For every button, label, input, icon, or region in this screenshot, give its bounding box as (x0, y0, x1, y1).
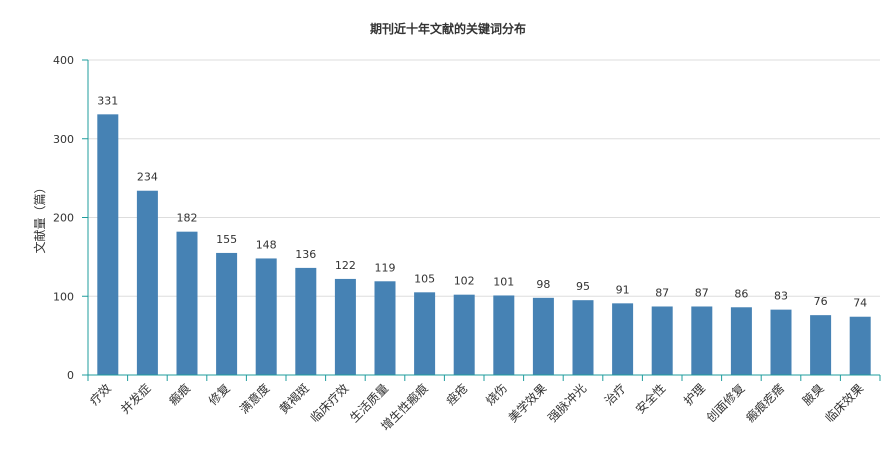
data-label: 83 (774, 290, 788, 303)
bars (97, 114, 871, 376)
bar (651, 306, 673, 375)
bar (730, 307, 752, 375)
y-tick-label: 200 (53, 212, 74, 225)
bar (453, 294, 475, 375)
data-label: 119 (375, 261, 396, 274)
data-label: 95 (576, 280, 590, 293)
x-tick-label: 瘢痕 (166, 381, 194, 409)
y-axis-label: 文献量（篇） (32, 181, 47, 253)
gridlines (88, 59, 880, 297)
data-label: 87 (695, 286, 709, 299)
data-label: 122 (335, 259, 356, 272)
y-tick-label: 100 (53, 290, 74, 303)
x-tick-label: 瘢痕疙瘩 (743, 381, 788, 426)
data-label: 234 (137, 171, 158, 184)
x-tick-label: 护理 (681, 381, 708, 408)
bar (374, 281, 396, 375)
y-tick-label: 300 (53, 133, 74, 146)
data-label: 102 (454, 275, 475, 288)
x-tick-label: 满意度 (236, 381, 272, 417)
x-tick-label: 创面修复 (703, 381, 748, 426)
bar (216, 252, 238, 375)
x-tick-label: 安全性 (632, 381, 668, 417)
bar (849, 316, 871, 375)
bar (493, 295, 515, 375)
data-label: 331 (97, 94, 118, 107)
x-tick-label: 黄褐斑 (276, 381, 312, 417)
y-tick-label: 0 (67, 369, 74, 382)
bar (612, 303, 634, 375)
x-tick-label: 修复 (205, 381, 233, 409)
bar (572, 300, 594, 375)
data-label: 101 (493, 275, 514, 288)
bar (770, 309, 792, 375)
x-tick-label: 临床效果 (822, 381, 867, 426)
x-tick-label: 腋臭 (799, 381, 827, 409)
bar (176, 231, 198, 375)
x-tick-label: 痤疮 (443, 381, 471, 409)
bar (414, 292, 436, 375)
x-tick-label: 疗效 (86, 381, 114, 409)
data-label: 74 (853, 297, 867, 310)
axes (82, 59, 881, 381)
data-label: 136 (295, 248, 316, 261)
data-label: 87 (655, 286, 669, 299)
x-tick-label: 美学效果 (505, 381, 550, 426)
data-label: 76 (814, 295, 828, 308)
x-tick-label: 烧伤 (483, 381, 510, 408)
x-tick-label: 治疗 (602, 381, 629, 408)
bar (691, 306, 713, 375)
data-label: 91 (616, 283, 630, 296)
chart-title: 期刊近十年文献的关键词分布 (370, 21, 526, 36)
bar (136, 190, 158, 375)
labels: 0 100 200 300 400 331 疗效 234 并发症 182 瘢痕 155 修复 148 满意度… (53, 54, 867, 434)
x-tick-label: 临床疗效 (307, 381, 352, 426)
data-label: 148 (256, 238, 277, 251)
data-label: 86 (734, 287, 748, 300)
data-label: 105 (414, 272, 435, 285)
x-tick-label: 并发症 (117, 381, 153, 417)
bar (334, 278, 356, 375)
bar (255, 258, 277, 375)
data-label: 182 (177, 212, 198, 225)
x-tick-label: 强脉冲光 (545, 381, 590, 426)
bar (532, 297, 554, 375)
y-tick-label: 400 (53, 54, 74, 67)
bar (810, 315, 832, 375)
bar (97, 114, 119, 376)
data-label: 98 (536, 278, 550, 291)
data-label: 155 (216, 233, 237, 246)
bar (295, 267, 317, 375)
